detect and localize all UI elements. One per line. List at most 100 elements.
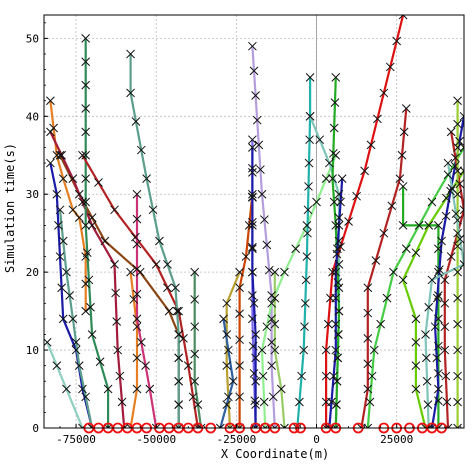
x-marker: [270, 267, 280, 277]
x-marker: [455, 234, 464, 244]
x-marker: [455, 136, 464, 146]
x-marker: [369, 345, 379, 355]
x-marker: [323, 319, 333, 329]
x-marker: [267, 361, 276, 371]
x-marker: [62, 384, 71, 394]
x-marker: [111, 288, 120, 298]
x-marker: [84, 275, 94, 285]
x-marker: [363, 359, 373, 369]
x-marker: [241, 252, 251, 261]
x-marker: [421, 353, 431, 363]
x-marker: [257, 189, 267, 199]
x-marker: [129, 295, 139, 304]
x-marker: [251, 330, 260, 339]
x-marker: [430, 322, 440, 332]
x-marker: [331, 293, 341, 303]
x-marker: [78, 384, 87, 394]
x-marker: [248, 41, 257, 51]
x-marker: [453, 319, 462, 329]
x-marker: [164, 306, 174, 316]
x-marker: [292, 423, 302, 428]
x-marker: [333, 330, 343, 339]
x-marker: [453, 397, 462, 407]
series-line-20: [273, 272, 286, 428]
x-marker: [235, 392, 244, 402]
x-marker: [459, 205, 464, 215]
x-marker: [260, 423, 270, 428]
x-marker: [331, 423, 341, 428]
x-marker: [81, 127, 91, 137]
x-marker: [433, 244, 443, 254]
x-marker: [81, 392, 91, 402]
x-marker: [398, 15, 408, 20]
x-marker: [235, 361, 244, 371]
x-marker: [81, 150, 91, 160]
x-marker: [251, 353, 260, 363]
x-marker: [71, 337, 81, 347]
x-marker: [389, 267, 398, 277]
x-marker: [174, 423, 184, 428]
x-marker: [57, 150, 66, 160]
x-marker: [267, 314, 276, 324]
x-marker: [252, 115, 262, 125]
x-marker: [235, 335, 244, 345]
x-marker: [453, 371, 462, 381]
x-marker: [196, 423, 206, 428]
x-marker: [132, 384, 142, 394]
x-marker: [334, 236, 344, 246]
x-marker: [258, 371, 268, 381]
x-marker: [248, 168, 257, 177]
x-marker: [300, 298, 310, 308]
x-marker: [55, 205, 65, 215]
x-marker: [131, 232, 140, 242]
x-marker: [443, 158, 453, 168]
x-marker: [81, 34, 91, 43]
x-marker: [248, 244, 257, 254]
x-marker: [363, 308, 373, 318]
x-marker: [142, 174, 151, 183]
x-marker: [163, 260, 172, 269]
y-tick-label: 10: [26, 344, 39, 357]
x-marker: [397, 150, 407, 160]
x-marker: [453, 345, 462, 355]
x-marker: [304, 182, 313, 191]
x-marker: [379, 228, 389, 238]
x-marker: [248, 135, 257, 145]
x-marker: [225, 423, 235, 428]
x-marker: [411, 314, 421, 324]
x-marker: [87, 330, 97, 339]
series-line-8: [81, 154, 199, 428]
x-marker: [297, 371, 306, 381]
x-marker: [453, 267, 462, 277]
y-tick-label: 30: [26, 188, 39, 201]
x-marker: [333, 244, 342, 254]
x-marker: [459, 166, 464, 176]
x-marker: [291, 244, 301, 254]
x-marker: [68, 205, 78, 215]
x-marker: [437, 236, 446, 246]
x-marker: [432, 353, 442, 363]
x-marker: [103, 384, 113, 394]
x-marker: [302, 252, 312, 261]
x-marker: [427, 197, 437, 207]
x-marker: [455, 179, 464, 189]
x-marker: [302, 221, 312, 230]
x-marker: [453, 423, 462, 428]
y-tick-label: 0: [32, 422, 39, 435]
x-marker: [81, 57, 91, 67]
x-marker: [74, 213, 84, 222]
x-marker: [333, 353, 343, 363]
series-line-29: [402, 170, 464, 428]
x-marker: [126, 49, 135, 59]
x-marker: [453, 215, 462, 225]
x-marker: [110, 260, 119, 269]
x-marker: [68, 314, 78, 324]
x-marker: [270, 423, 280, 428]
x-marker: [334, 189, 344, 199]
x-marker: [248, 267, 257, 277]
x-marker: [81, 306, 91, 316]
x-marker: [441, 371, 451, 381]
x-marker: [424, 302, 434, 312]
x-marker: [46, 127, 55, 137]
x-marker: [357, 423, 366, 428]
